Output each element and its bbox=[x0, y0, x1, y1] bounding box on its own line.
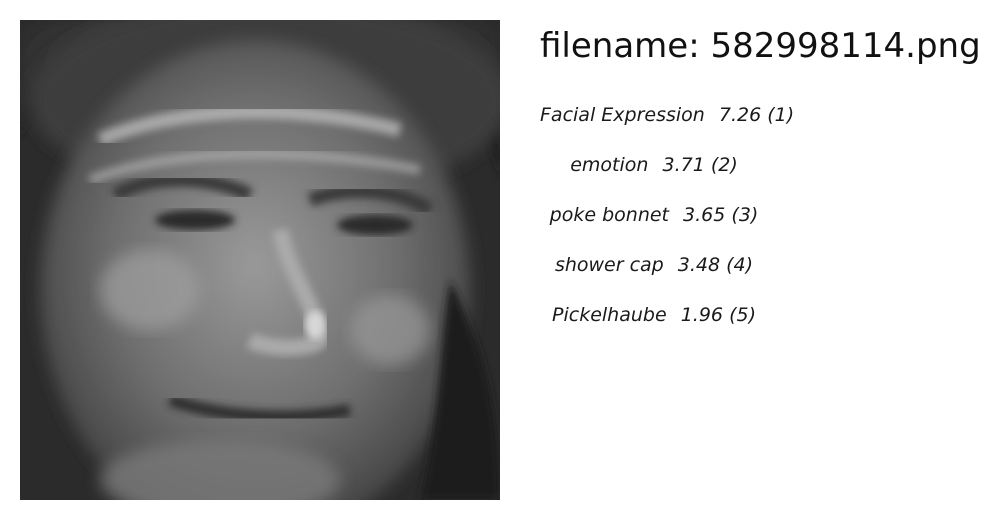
prediction-score: 1.96 bbox=[680, 304, 724, 326]
prediction-score: 3.65 bbox=[683, 204, 726, 226]
prediction-score: 3.48 bbox=[677, 254, 721, 276]
prediction-rank: (3) bbox=[731, 204, 759, 226]
prediction-label: shower cap bbox=[554, 254, 664, 276]
prediction-label: emotion bbox=[570, 154, 649, 176]
portrait-photo-icon bbox=[20, 20, 500, 500]
prediction-label: poke bonnet bbox=[549, 204, 669, 226]
prediction-score: 7.26 bbox=[718, 104, 762, 126]
prediction-row-4: shower cap 3.48 (4) bbox=[540, 250, 768, 300]
filename-title: filename: 582998114.png bbox=[540, 26, 981, 66]
prediction-row-1: Facial Expression 7.26 (1) bbox=[540, 100, 794, 150]
prediction-label: Pickelhaube bbox=[552, 304, 667, 326]
portrait-photo bbox=[20, 20, 500, 500]
prediction-row-2: emotion 3.71 (2) bbox=[540, 150, 768, 200]
prediction-row-3: poke bonnet 3.65 (3) bbox=[540, 200, 768, 250]
prediction-score: 3.71 bbox=[662, 154, 705, 176]
prediction-rank: (2) bbox=[710, 154, 738, 176]
prediction-label: Facial Expression bbox=[540, 104, 705, 126]
prediction-list: Facial Expression 7.26 (1) emotion 3.71 … bbox=[540, 100, 794, 350]
prediction-rank: (4) bbox=[726, 254, 754, 276]
prediction-rank: (5) bbox=[729, 304, 756, 326]
prediction-rank: (1) bbox=[767, 104, 795, 126]
prediction-row-5: Pickelhaube 1.96 (5) bbox=[540, 300, 768, 350]
